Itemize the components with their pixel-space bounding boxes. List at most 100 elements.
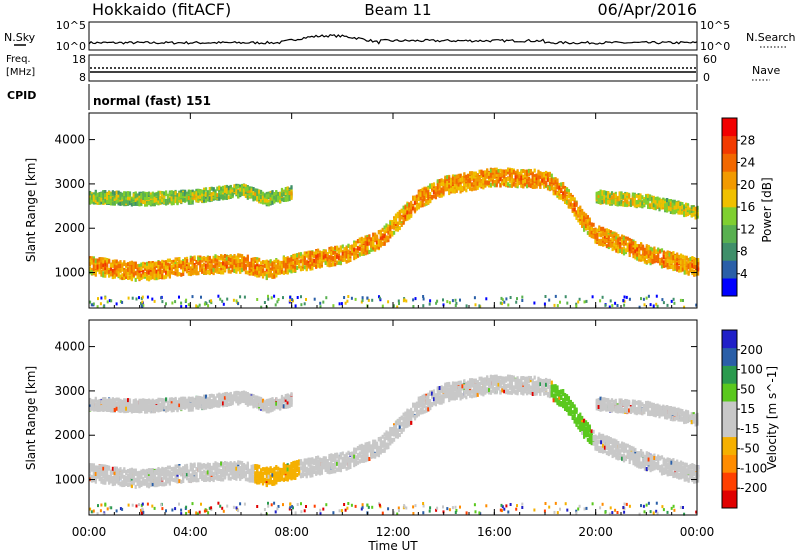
power-cell [686,212,690,217]
power-cell [132,268,135,273]
power-cell [212,187,215,192]
power-cell [132,202,135,206]
power-cell [567,199,570,204]
power-cell [218,196,221,201]
power-cell [303,265,306,270]
power-cell [220,263,223,268]
power-cell [111,269,114,273]
power-cell [612,200,615,205]
power-cell [448,187,451,192]
power-cell [170,260,173,264]
power-cell [123,262,126,266]
power-cell [423,189,426,194]
power-cell [96,192,99,197]
power-cell [146,202,149,207]
power-cell [417,197,420,202]
power-cell [619,236,622,241]
power-cell [290,185,293,190]
power-cell [461,185,464,190]
power-cell [664,261,667,266]
power-cell [206,261,209,266]
power-cell [106,269,109,274]
power-cell [246,270,249,275]
power-cell [349,252,352,257]
power-cell [584,213,588,218]
power-cell [406,203,409,207]
power-cell [360,251,363,256]
power-cell [315,250,318,255]
power-cell [603,238,607,243]
power-cell [296,253,299,258]
power-cell [635,200,638,204]
power-cell [206,196,209,201]
power-cell [225,260,228,265]
power-cell [687,263,690,268]
power-cell [100,197,103,202]
power-cell [520,170,523,175]
power-cell [685,202,688,207]
power-cell [130,202,133,207]
power-cell [147,201,151,205]
power-cell [645,194,648,199]
power-cell [104,262,107,267]
cpid-label: CPID [7,89,36,102]
power-cell [298,259,301,264]
power-cell [645,260,648,264]
power-cell [89,256,92,261]
power-cell [275,190,278,194]
power-cell [231,266,234,271]
power-cell [436,192,439,197]
power-cell [317,256,320,261]
power-cell [237,193,240,198]
power-cell [660,198,663,203]
power-cell [495,183,498,188]
power-cell [381,241,384,246]
power-cell [461,177,464,182]
power-cell [195,271,198,276]
power-cell [451,299,454,303]
power-cell [482,185,485,190]
power-cell [328,255,331,260]
power-cell [315,254,318,259]
power-cell [222,264,225,269]
power-cell [256,259,259,264]
power-cell [115,265,118,270]
power-cell [185,259,189,264]
power-cell [248,186,251,191]
power-cell [571,196,574,201]
power-cell [641,195,644,200]
power-cell [189,191,192,196]
power-cell [649,251,652,256]
power-cell [453,180,456,185]
power-cell [617,240,620,245]
power-cell [457,186,460,191]
power-cell [660,205,663,210]
power-cell [146,196,149,200]
power-cell [222,194,225,199]
power-cell [685,261,688,266]
power-cell [204,187,208,192]
power-cell [290,261,293,265]
power-cell [603,194,606,199]
power-cell [252,257,255,262]
power-cell [667,206,671,211]
power-cell [254,188,257,193]
power-cell [385,237,388,242]
power-cell [681,261,684,266]
power-cell [694,215,697,220]
power-cell [159,190,162,195]
power-cell [271,262,274,267]
power-cell [119,274,122,279]
power-cell [136,266,139,271]
power-cell [374,247,377,252]
power-cell [651,254,654,259]
power-cell [613,242,616,247]
power-cell [666,250,669,255]
power-cell [651,260,654,265]
power-cell [227,190,230,195]
power-cell [130,267,133,272]
power-cell [189,266,192,271]
power-cell [630,238,633,243]
power-cell [459,180,462,184]
